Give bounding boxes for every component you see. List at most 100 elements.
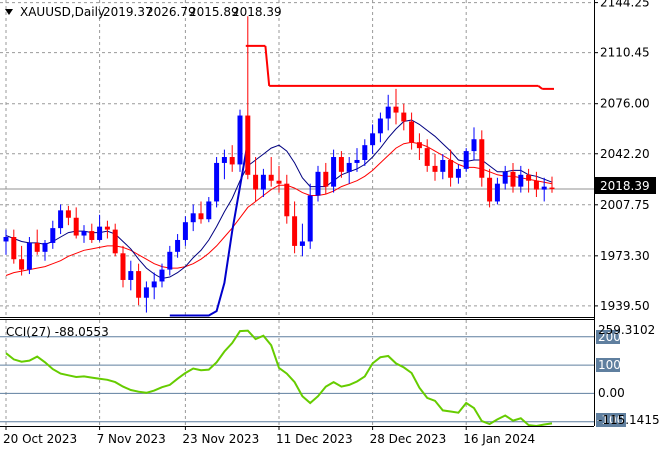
candle-body <box>549 187 555 190</box>
price-tick-label: 2042.20 <box>600 147 650 161</box>
cci-level-minus100-badge <box>596 413 626 427</box>
candle-body <box>307 195 313 242</box>
candle-body <box>245 115 251 175</box>
time-axis-ticks: 20 Oct 2023 7 Nov 2023 23 Nov 2023 11 Dec 2… <box>3 426 535 446</box>
candle-body <box>409 121 415 143</box>
last-price-badge <box>595 177 656 194</box>
sar-connector <box>264 45 271 87</box>
price-tick-label: 2076.00 <box>600 97 650 111</box>
cci-level-200-badge <box>596 330 620 344</box>
time-tick-label: 28 Dec 2023 <box>370 432 447 446</box>
candle-body <box>260 174 266 190</box>
cci-min-label: -115.1415 <box>598 413 660 427</box>
candle-body <box>323 171 329 187</box>
candle-body <box>167 251 173 270</box>
candle-body <box>346 162 352 172</box>
ohlc-close: 2018.39 <box>232 5 282 19</box>
candle-body <box>159 269 165 282</box>
time-tick-label: 11 Dec 2023 <box>276 432 353 446</box>
candle-body <box>11 237 17 260</box>
candle-body <box>541 186 547 190</box>
time-tick-label: 20 Oct 2023 <box>3 432 77 446</box>
symbol-dropdown-icon[interactable] <box>5 9 13 15</box>
candle-body <box>143 287 149 298</box>
cci-level-200-label: 200 <box>598 330 621 344</box>
candle-body <box>362 145 368 160</box>
last-price-label: 2018.39 <box>600 179 650 193</box>
candle-body <box>432 165 438 172</box>
sar-connector <box>537 85 543 90</box>
candle-body <box>50 228 56 243</box>
candle-body <box>510 171 516 187</box>
candle-body <box>354 159 360 163</box>
candle-body <box>175 239 181 252</box>
candle-body <box>58 210 64 229</box>
candle-body <box>518 174 524 187</box>
candle-body <box>479 139 485 178</box>
candle-body <box>237 115 243 165</box>
candle-body <box>206 201 212 220</box>
cci-max-label: 259.3102 <box>598 323 655 337</box>
cci-level-100-badge <box>596 358 620 372</box>
candle-body <box>424 148 430 166</box>
candle-body <box>198 213 204 220</box>
candle-body <box>42 242 48 252</box>
candle-body <box>34 242 40 252</box>
cci-pane-background <box>0 320 594 426</box>
cci-series <box>5 329 553 428</box>
candle-body <box>292 216 298 246</box>
candle-body <box>401 112 407 122</box>
price-tick-label: 2144.25 <box>600 0 650 10</box>
candle-body <box>89 231 95 240</box>
candle-body <box>190 213 196 223</box>
candle-body <box>315 171 321 196</box>
candle-body <box>65 210 71 218</box>
candle-body <box>463 151 469 169</box>
candle-body <box>253 174 259 190</box>
candle-body <box>276 180 282 184</box>
candle-body <box>81 231 87 236</box>
candle-body <box>97 226 103 240</box>
fast-ma-line <box>5 119 553 280</box>
price-axis-ticks: 2144.25 2110.45 2076.00 2042.20 2007.75 1973.… <box>594 0 650 313</box>
ohlc-low: 2015.89 <box>189 5 239 19</box>
candle-body <box>73 217 79 236</box>
axis-lines <box>0 0 595 427</box>
candle-body <box>229 157 235 165</box>
candle-body <box>487 177 493 202</box>
candle-body <box>3 237 9 242</box>
candle-body <box>268 174 274 181</box>
price-tick-label: 1973.30 <box>600 249 650 263</box>
trend-line <box>169 142 249 317</box>
cci-level-100-label: 100 <box>598 358 621 372</box>
candle-body <box>471 139 477 152</box>
candle-body <box>214 162 220 202</box>
candle-body <box>494 183 500 202</box>
candle-body <box>370 133 376 146</box>
candle-body <box>455 168 461 178</box>
cci-title: CCI(27) -88.0553 <box>6 325 109 339</box>
candle-body <box>502 171 508 184</box>
candle-body <box>221 157 227 163</box>
chart-title: XAUUSD,Daily <box>20 5 105 19</box>
candle-body <box>416 142 422 149</box>
price-series <box>3 16 555 317</box>
candle-body <box>182 222 188 240</box>
candle-body <box>112 229 118 254</box>
cci-level-minus100-label: -100 <box>597 413 624 427</box>
candle-body <box>377 118 383 134</box>
candle-body <box>385 106 391 119</box>
cci-line <box>5 329 553 428</box>
candle-body <box>128 271 134 280</box>
candle-body <box>393 106 399 113</box>
candle-body <box>151 281 157 288</box>
candle-body <box>104 226 110 230</box>
candle-body <box>120 253 126 280</box>
price-tick-label: 1939.50 <box>600 299 650 313</box>
candle-body <box>331 157 337 187</box>
time-tick-label: 16 Jan 2024 <box>463 432 535 446</box>
candle-body <box>26 242 32 270</box>
candle-body <box>448 159 454 178</box>
candle-body <box>526 174 532 181</box>
